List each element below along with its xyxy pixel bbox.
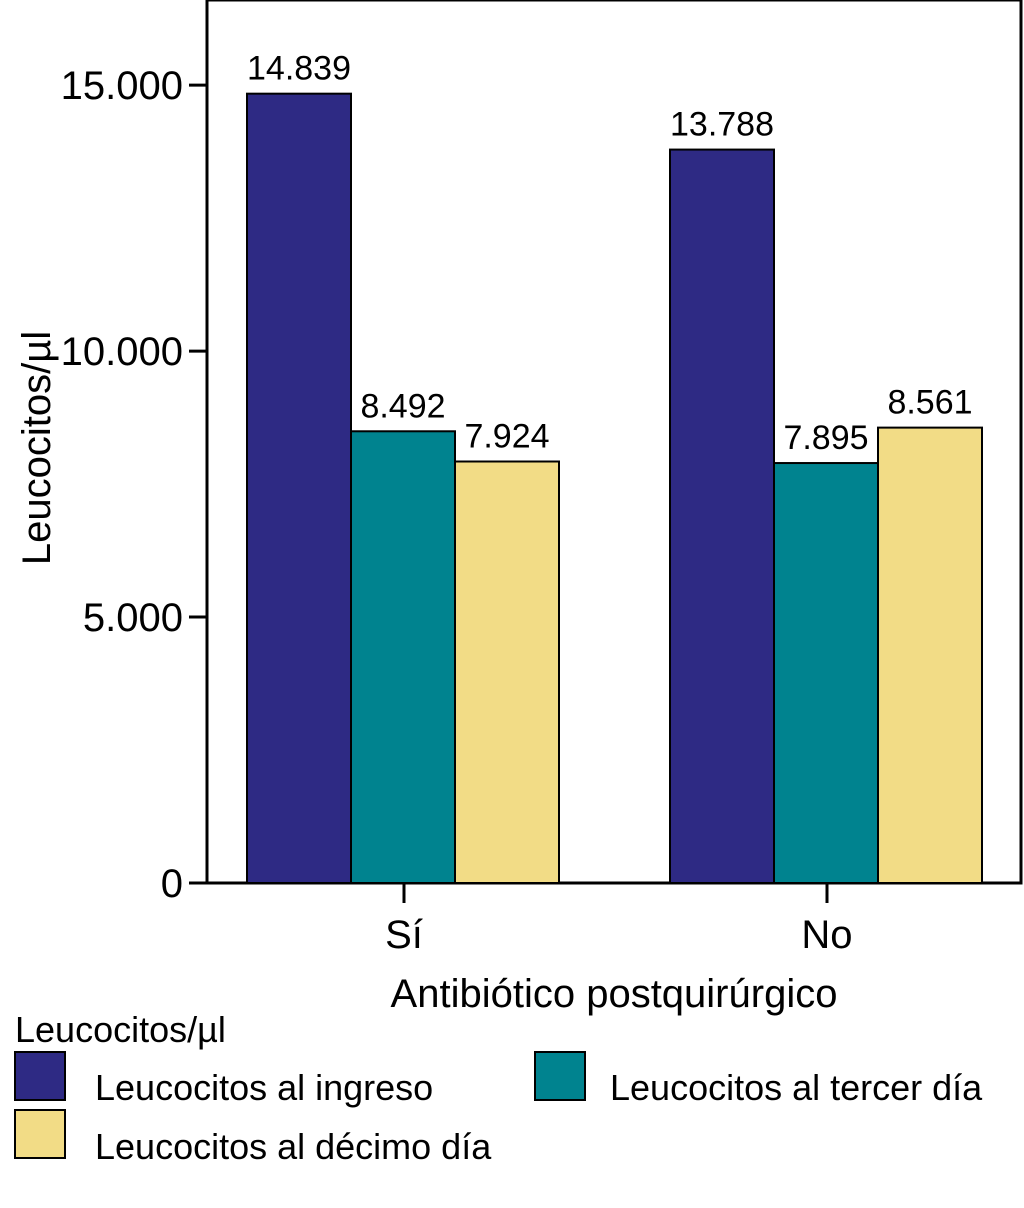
y-axis: 0 5.000 10.000 15.000 xyxy=(61,64,207,906)
plot-frame xyxy=(205,0,1023,885)
bar-value-label: 7.895 xyxy=(783,419,868,457)
legend-swatch-decimo-dia xyxy=(14,1109,66,1159)
y-tick-label: 5.000 xyxy=(83,596,183,640)
bar-value-label: 13.788 xyxy=(670,106,774,144)
x-axis: Sí No xyxy=(385,883,853,957)
y-tick-label: 10.000 xyxy=(61,330,183,374)
bar-value-label: 7.924 xyxy=(464,418,549,456)
legend: Leucocitos/µl Leucocitos al ingreso Leuc… xyxy=(14,1009,983,1167)
bar xyxy=(669,148,775,885)
bar xyxy=(454,460,560,884)
bar-value-label: 8.492 xyxy=(360,387,445,425)
y-tick-label: 15.000 xyxy=(61,64,183,108)
bar xyxy=(246,92,352,884)
legend-swatch-ingreso xyxy=(14,1051,66,1101)
bar xyxy=(877,426,983,884)
y-tick-label: 0 xyxy=(161,862,183,906)
legend-label-decimo-dia: Leucocitos al décimo día xyxy=(95,1126,492,1167)
bar-value-label: 8.561 xyxy=(887,384,972,422)
legend-label-ingreso: Leucocitos al ingreso xyxy=(95,1067,433,1108)
legend-title: Leucocitos/µl xyxy=(15,1009,226,1050)
legend-swatch-tercer-dia xyxy=(534,1051,586,1101)
x-axis-title: Antibiótico postquirúrgico xyxy=(391,972,838,1016)
legend-label-tercer-dia: Leucocitos al tercer día xyxy=(610,1067,983,1108)
bars xyxy=(246,92,983,885)
bar-value-label: 14.839 xyxy=(247,50,351,88)
bar xyxy=(773,462,879,884)
data-labels: 14.839 8.492 7.924 13.788 7.895 8.561 xyxy=(247,50,973,457)
y-axis-title: Leucocitos/µl xyxy=(15,331,59,565)
x-tick-label: No xyxy=(801,913,852,957)
x-tick-label: Sí xyxy=(385,913,423,957)
bar xyxy=(350,430,456,884)
